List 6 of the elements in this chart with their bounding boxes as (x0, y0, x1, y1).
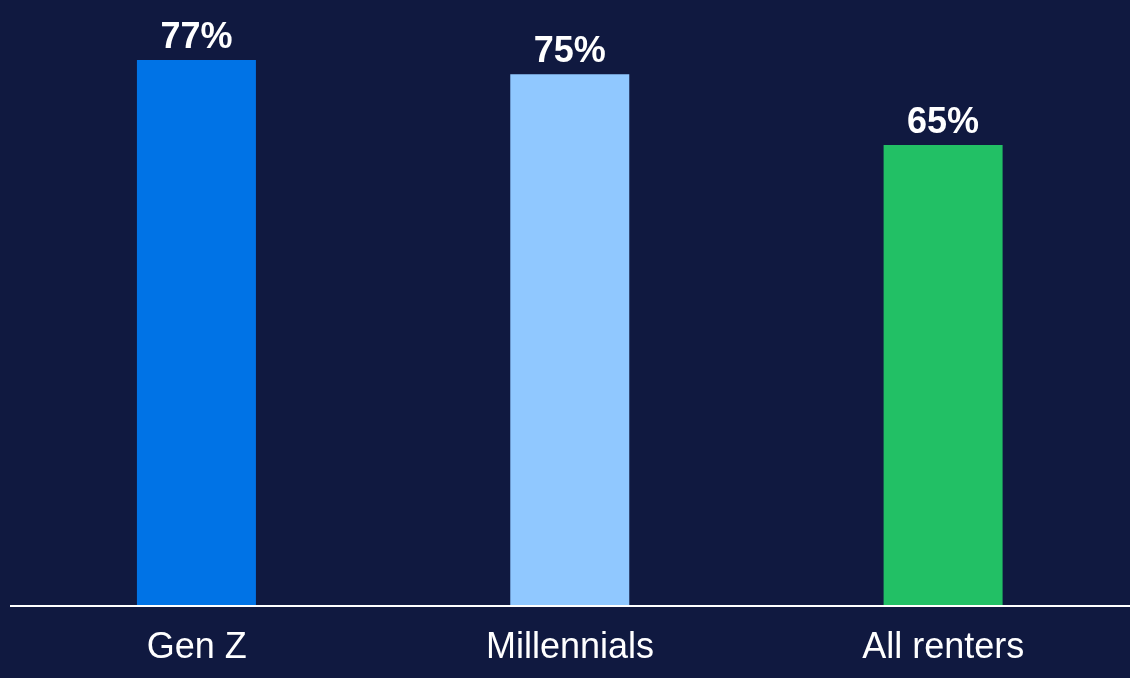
data-label: 75% (533, 29, 606, 71)
x-tick-label: Gen Z (146, 624, 247, 666)
x-tick-label: Millennials (485, 624, 655, 666)
data-label: 65% (907, 100, 980, 142)
x-tick-label: All renters (862, 624, 1025, 666)
data-label: 77% (160, 15, 233, 56)
